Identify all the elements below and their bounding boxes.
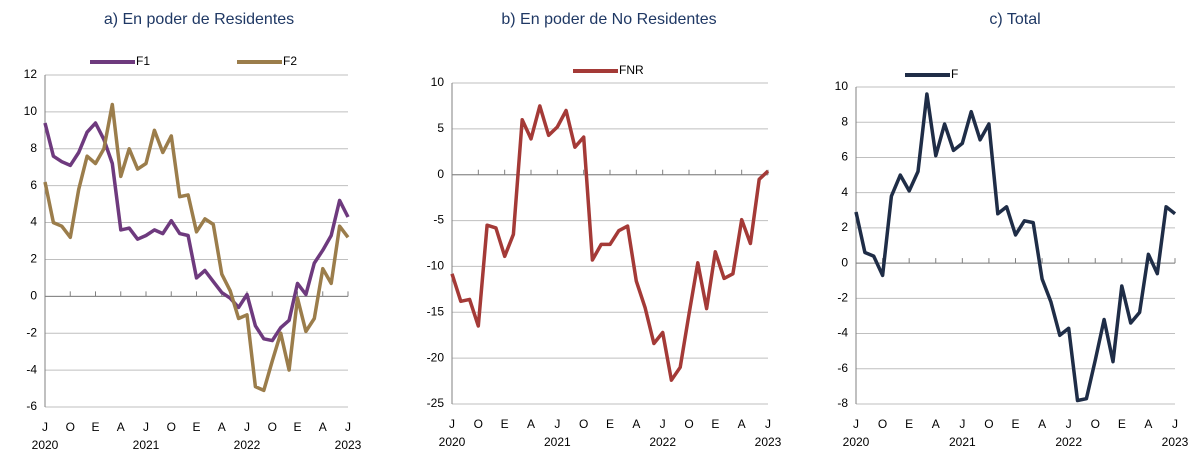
- data-line: [450, 104, 770, 382]
- x-tick-label: E: [1011, 417, 1019, 431]
- x-group-label: 2023: [335, 438, 362, 452]
- x-tick-label: O: [167, 420, 176, 434]
- y-tick-label: 12: [24, 67, 38, 81]
- x-tick-label: E: [1118, 417, 1126, 431]
- x-tick-label: J: [765, 417, 771, 431]
- x-tick-label: O: [474, 417, 483, 431]
- y-tick-label: -2: [837, 291, 848, 305]
- x-tick-label: E: [192, 420, 200, 434]
- x-tick-label: J: [244, 420, 250, 434]
- y-tick-label: -15: [427, 304, 445, 318]
- x-group-label: 2020: [843, 435, 870, 449]
- chart-title: a) En poder de Residentes: [104, 11, 294, 28]
- y-tick-label: 4: [30, 215, 37, 229]
- y-tick-label: -10: [427, 259, 445, 273]
- y-tick-label: -4: [26, 362, 37, 376]
- x-group-label: 2023: [1162, 435, 1189, 449]
- legend-label: F1: [136, 54, 150, 68]
- x-tick-label: E: [293, 420, 301, 434]
- x-tick-label: O: [579, 417, 588, 431]
- x-tick-label: A: [632, 417, 640, 431]
- y-tick-label: -2: [26, 325, 37, 339]
- x-group-label: 2022: [1055, 435, 1082, 449]
- y-tick-label: -8: [837, 396, 848, 410]
- data-line: [43, 102, 350, 393]
- y-tick-label: 0: [841, 255, 848, 269]
- x-group-label: 2021: [133, 438, 160, 452]
- y-tick-label: 0: [30, 289, 37, 303]
- x-group-label: 2022: [649, 435, 676, 449]
- y-tick-label: 8: [30, 141, 37, 155]
- x-tick-label: E: [606, 417, 614, 431]
- y-tick-label: -6: [26, 399, 37, 413]
- y-tick-label: 10: [835, 79, 849, 93]
- x-tick-label: O: [268, 420, 277, 434]
- y-tick-label: 2: [30, 252, 37, 266]
- x-tick-label: O: [66, 420, 75, 434]
- y-tick-label: -5: [433, 213, 444, 227]
- y-tick-label: -4: [837, 326, 848, 340]
- y-tick-label: 6: [841, 150, 848, 164]
- chart-title: c) Total: [989, 11, 1040, 28]
- x-tick-label: E: [905, 417, 913, 431]
- x-tick-label: J: [660, 417, 666, 431]
- legend-label: FNR: [619, 63, 644, 77]
- data-line: [43, 121, 350, 343]
- x-tick-label: J: [959, 417, 965, 431]
- x-group-label: 2020: [439, 435, 466, 449]
- y-tick-label: 10: [431, 75, 445, 89]
- x-group-label: 2020: [32, 438, 59, 452]
- x-tick-label: A: [527, 417, 535, 431]
- x-tick-label: A: [117, 420, 125, 434]
- y-tick-label: 8: [841, 114, 848, 128]
- legend-label: F2: [283, 54, 297, 68]
- x-group-label: 2023: [755, 435, 782, 449]
- x-tick-label: O: [684, 417, 693, 431]
- y-tick-label: 5: [437, 121, 444, 135]
- x-tick-label: O: [878, 417, 887, 431]
- x-tick-label: A: [738, 417, 746, 431]
- x-group-label: 2022: [234, 438, 261, 452]
- x-group-label: 2021: [949, 435, 976, 449]
- y-tick-label: -25: [427, 396, 445, 410]
- y-tick-label: 0: [437, 167, 444, 181]
- x-tick-label: A: [1038, 417, 1046, 431]
- x-tick-label: E: [91, 420, 99, 434]
- x-tick-label: A: [1144, 417, 1152, 431]
- y-tick-label: -20: [427, 350, 445, 364]
- y-tick-label: 10: [24, 104, 38, 118]
- y-tick-label: 2: [841, 220, 848, 234]
- x-tick-label: J: [345, 420, 351, 434]
- y-tick-label: 4: [841, 185, 848, 199]
- y-tick-label: -6: [837, 361, 848, 375]
- x-tick-label: J: [143, 420, 149, 434]
- x-tick-label: A: [319, 420, 327, 434]
- x-tick-label: J: [42, 420, 48, 434]
- y-tick-label: 6: [30, 178, 37, 192]
- x-tick-label: A: [932, 417, 940, 431]
- x-tick-label: O: [1091, 417, 1100, 431]
- x-tick-label: E: [501, 417, 509, 431]
- legend-label: F: [951, 67, 958, 81]
- x-tick-label: A: [218, 420, 226, 434]
- x-tick-label: J: [554, 417, 560, 431]
- data-line: [854, 92, 1177, 403]
- x-tick-label: O: [984, 417, 993, 431]
- x-tick-label: E: [711, 417, 719, 431]
- chart-title: b) En poder de No Residentes: [501, 11, 716, 28]
- x-tick-label: J: [853, 417, 859, 431]
- x-group-label: 2021: [544, 435, 571, 449]
- x-tick-label: J: [449, 417, 455, 431]
- x-tick-label: J: [1172, 417, 1178, 431]
- x-tick-label: J: [1066, 417, 1072, 431]
